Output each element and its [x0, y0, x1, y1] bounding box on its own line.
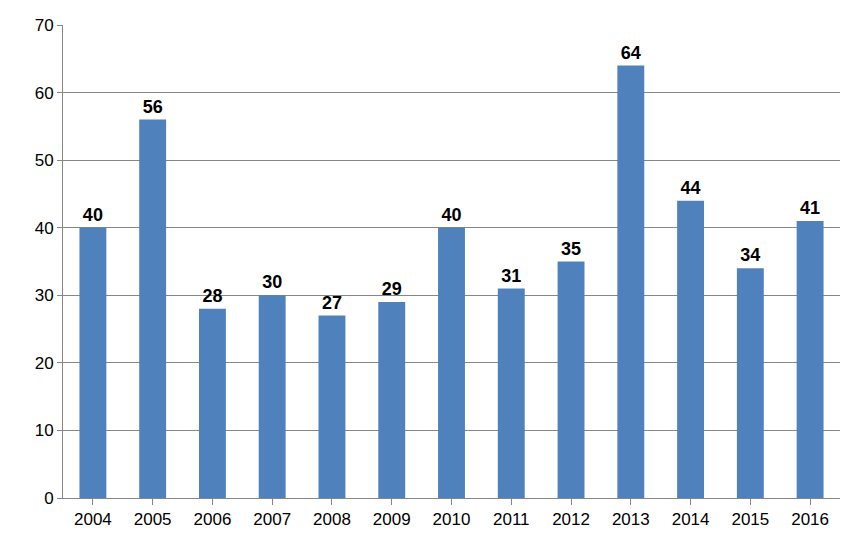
- svg-text:2015: 2015: [731, 510, 769, 529]
- svg-text:28: 28: [202, 286, 222, 306]
- svg-text:40: 40: [441, 205, 461, 225]
- svg-text:35: 35: [561, 239, 581, 259]
- svg-text:2008: 2008: [313, 510, 351, 529]
- svg-text:30: 30: [262, 272, 282, 292]
- svg-text:2005: 2005: [134, 510, 172, 529]
- svg-text:70: 70: [35, 16, 54, 35]
- svg-text:29: 29: [382, 279, 402, 299]
- svg-text:2014: 2014: [672, 510, 710, 529]
- svg-text:2013: 2013: [612, 510, 650, 529]
- svg-text:0: 0: [44, 489, 53, 508]
- svg-text:30: 30: [35, 286, 54, 305]
- svg-text:40: 40: [35, 219, 54, 238]
- svg-text:56: 56: [143, 97, 163, 117]
- svg-text:2011: 2011: [493, 510, 530, 529]
- svg-text:2016: 2016: [791, 510, 829, 529]
- svg-text:31: 31: [501, 266, 521, 286]
- svg-text:41: 41: [800, 198, 820, 218]
- svg-text:50: 50: [35, 151, 54, 170]
- svg-text:64: 64: [621, 43, 641, 63]
- svg-text:20: 20: [35, 354, 54, 373]
- svg-text:2009: 2009: [373, 510, 411, 529]
- svg-text:2010: 2010: [433, 510, 471, 529]
- svg-text:27: 27: [322, 293, 342, 313]
- svg-text:44: 44: [681, 178, 701, 198]
- svg-text:60: 60: [35, 84, 54, 103]
- svg-text:40: 40: [83, 205, 103, 225]
- svg-text:2006: 2006: [194, 510, 232, 529]
- svg-text:2007: 2007: [253, 510, 291, 529]
- svg-text:2012: 2012: [552, 510, 590, 529]
- svg-text:34: 34: [740, 245, 760, 265]
- svg-text:10: 10: [35, 421, 54, 440]
- svg-text:2004: 2004: [74, 510, 112, 529]
